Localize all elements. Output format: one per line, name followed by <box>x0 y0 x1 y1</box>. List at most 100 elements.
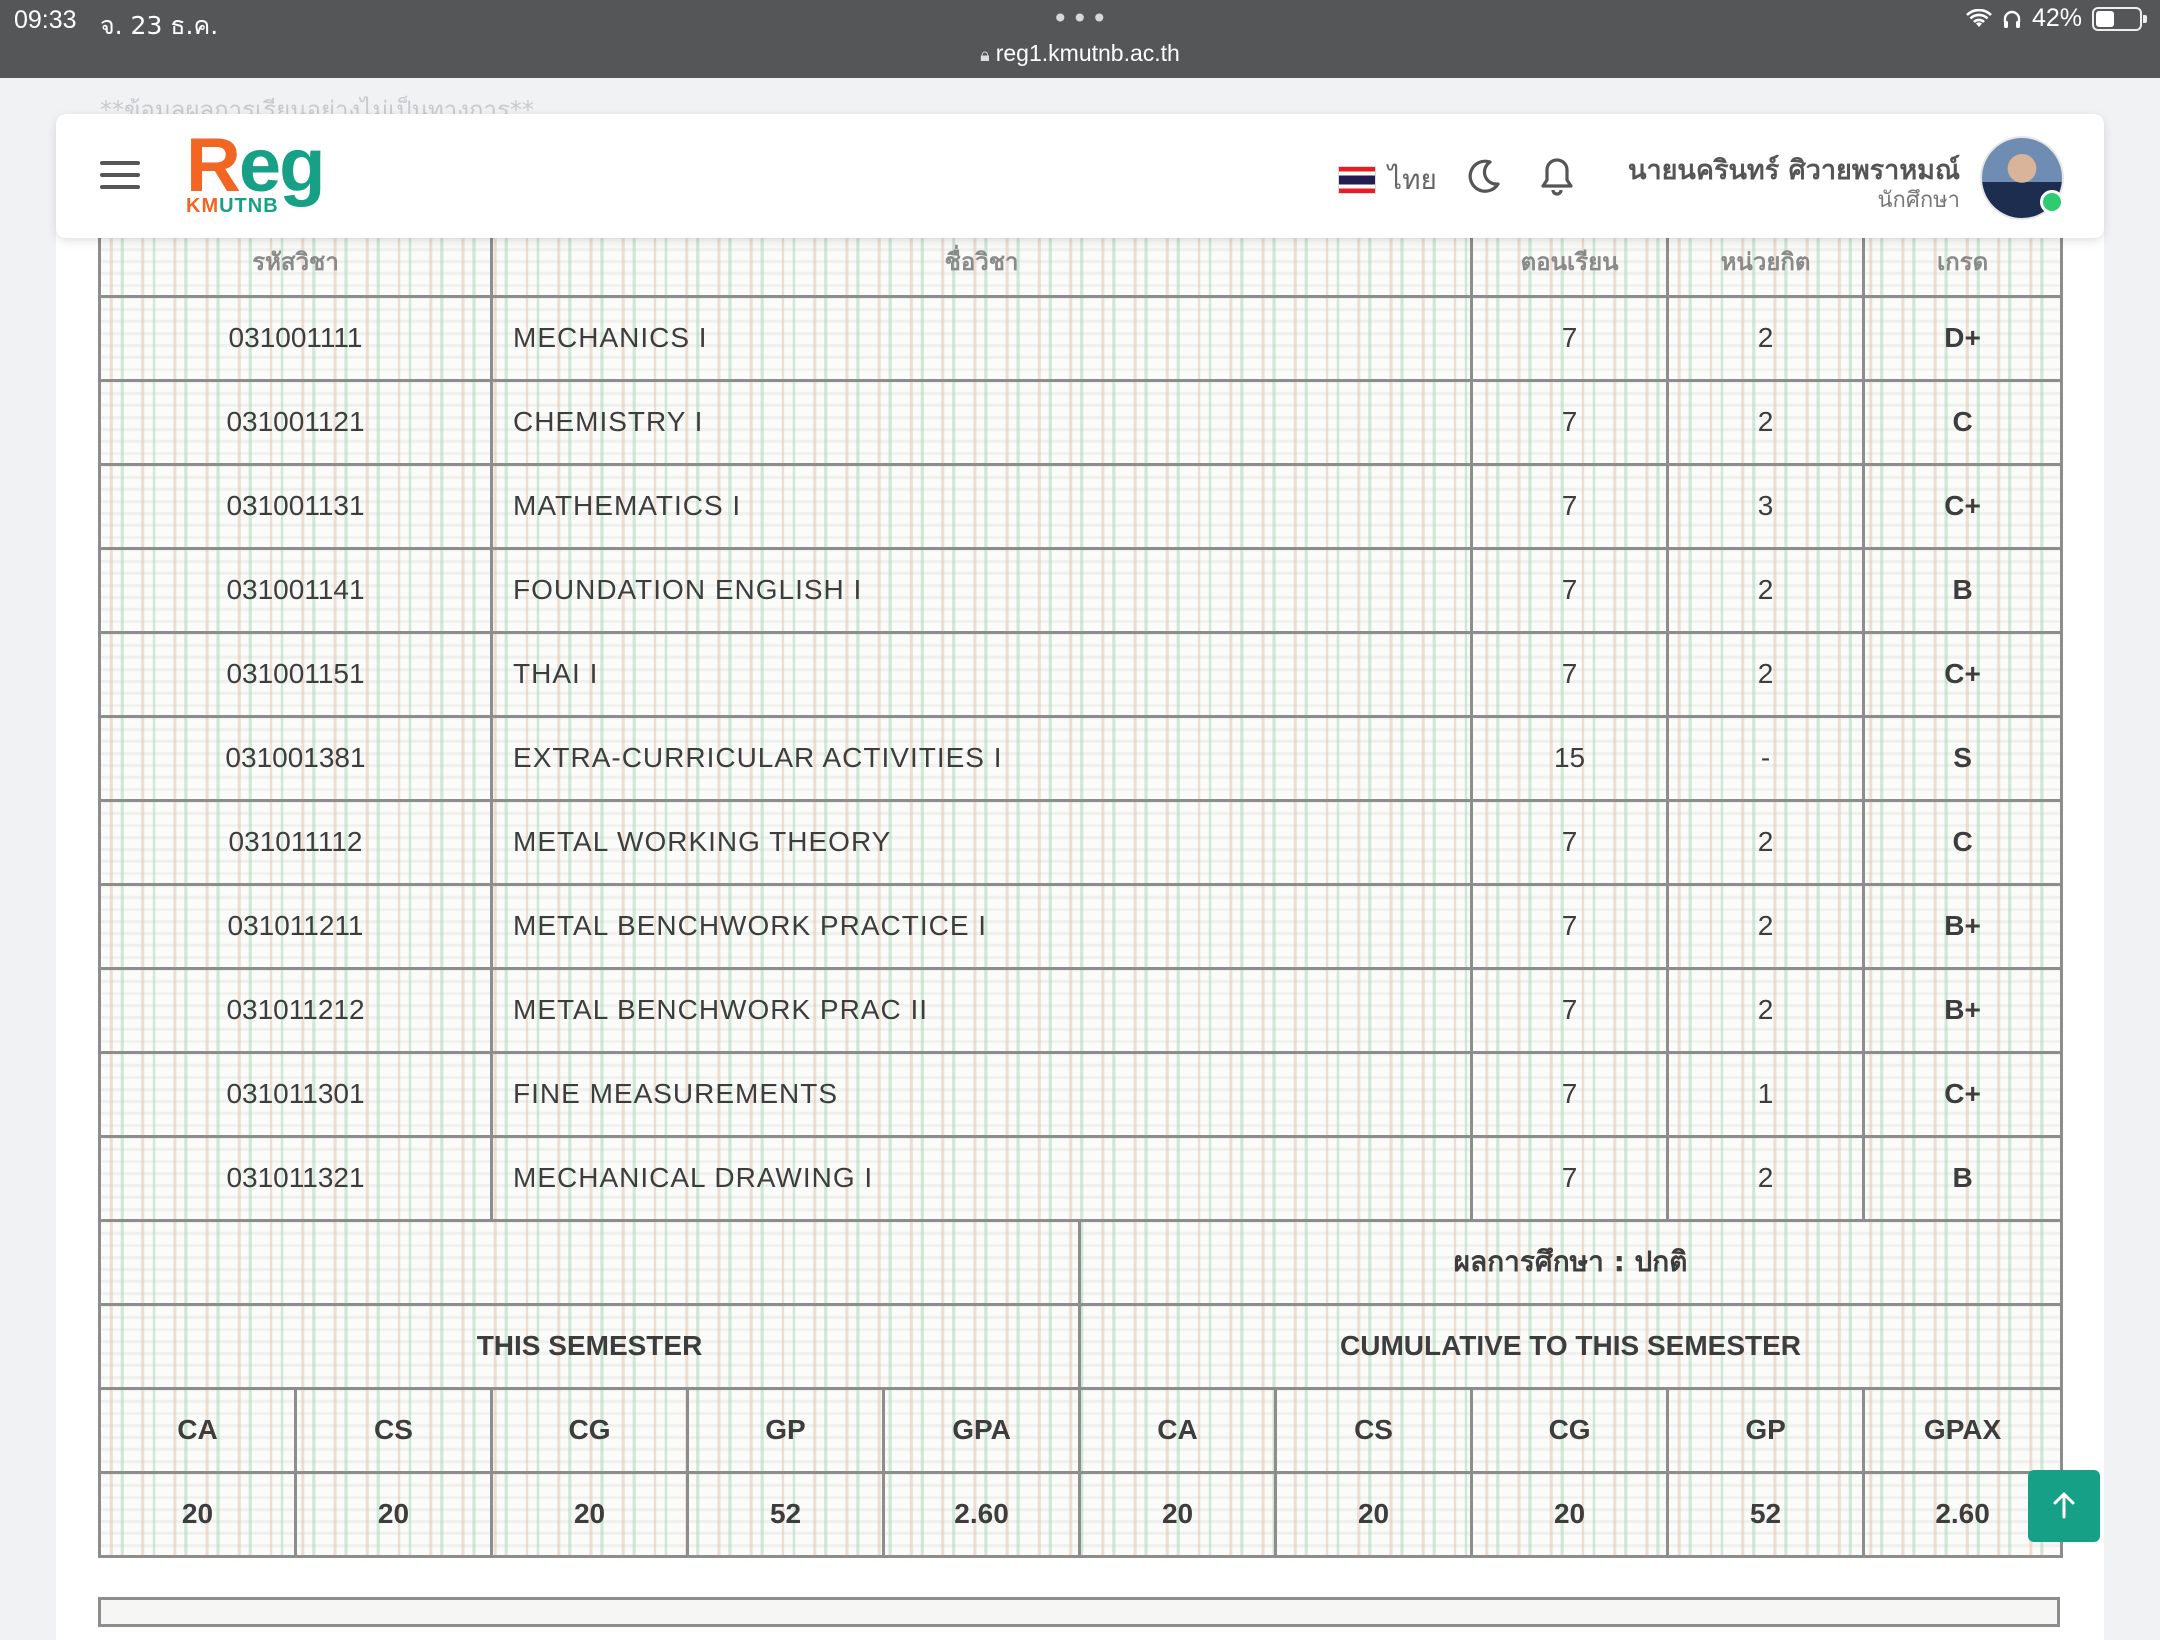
hamburger-menu-icon[interactable] <box>100 161 140 191</box>
course-grade: B <box>1862 1134 2064 1222</box>
cum-cg-value: 20 <box>1470 1470 1670 1558</box>
table-row: 031001141 FOUNDATION ENGLISH I 7 2 B <box>97 546 2064 634</box>
course-section: 7 <box>1470 882 1670 970</box>
avatar[interactable] <box>1980 136 2064 220</box>
headphones-icon <box>2003 10 2021 28</box>
status-indicators: 42% <box>1966 4 2147 33</box>
sem-ca-head: CA <box>98 1386 297 1474</box>
cum-gp-value: 52 <box>1666 1470 1866 1558</box>
sem-gp-value: 52 <box>686 1470 886 1558</box>
clock: 09:33 <box>14 6 77 34</box>
course-grade: S <box>1862 714 2064 802</box>
course-section: 7 <box>1470 1050 1670 1138</box>
battery-icon <box>2092 6 2147 31</box>
course-credit: 2 <box>1666 798 1866 886</box>
course-section: 7 <box>1470 798 1670 886</box>
course-code: 031011321 <box>97 1134 494 1222</box>
cum-cg-head: CG <box>1470 1386 1670 1474</box>
col-header-grade: เกรด <box>1862 238 2064 298</box>
sem-cg-value: 20 <box>490 1470 690 1558</box>
course-credit: 3 <box>1666 462 1866 550</box>
course-credit: 2 <box>1666 966 1866 1054</box>
table-row: 031011112 METAL WORKING THEORY 7 2 C <box>97 798 2064 886</box>
sem-gp-head: GP <box>686 1386 886 1474</box>
sem-ca-value: 20 <box>98 1470 297 1558</box>
course-name: MECHANICAL DRAWING I <box>490 1134 1474 1222</box>
language-switcher[interactable]: ไทย <box>1338 158 1437 202</box>
col-header-credit: หน่วยกิต <box>1666 238 1866 298</box>
col-header-code: รหัสวิชา <box>97 238 494 298</box>
battery-percent: 42% <box>2031 4 2082 32</box>
table-row: 031001111 MECHANICS I 7 2 D+ <box>97 294 2064 382</box>
sem-gpa-value: 2.60 <box>882 1470 1082 1558</box>
bell-icon[interactable] <box>1536 154 1578 198</box>
course-code: 031011211 <box>97 882 494 970</box>
course-name: CHEMISTRY I <box>490 378 1474 466</box>
course-credit: 2 <box>1666 546 1866 634</box>
course-name: FINE MEASUREMENTS <box>490 1050 1474 1138</box>
url-text: reg1.kmutnb.ac.th <box>995 40 1180 66</box>
course-credit: 2 <box>1666 882 1866 970</box>
table-row: 031011212 METAL BENCHWORK PRAC II 7 2 B+ <box>97 966 2064 1054</box>
wifi-icon <box>1966 8 1992 27</box>
course-credit: 2 <box>1666 630 1866 718</box>
course-name: METAL BENCHWORK PRACTICE I <box>490 882 1474 970</box>
reg-kmutnb-logo[interactable]: Reg KMUTNB <box>186 123 326 217</box>
study-status: ผลการศึกษา : ปกติ <box>1078 1218 2064 1306</box>
cum-gpax-head: GPAX <box>1862 1386 2064 1474</box>
moon-icon[interactable] <box>1464 156 1504 196</box>
course-code: 031011212 <box>97 966 494 1054</box>
course-code: 031001111 <box>97 294 494 382</box>
course-name: FOUNDATION ENGLISH I <box>490 546 1474 634</box>
course-grade: C+ <box>1862 630 2064 718</box>
arrow-up-icon <box>2053 1492 2075 1519</box>
course-section: 7 <box>1470 966 1670 1054</box>
browser-status-bar: 09:33 จ. 23 ธ.ค. ••• 42% 🔒︎ reg1.kmutnb.a… <box>0 0 2160 78</box>
cum-cs-value: 20 <box>1274 1470 1474 1558</box>
course-grade: C <box>1862 798 2064 886</box>
course-section: 7 <box>1470 546 1670 634</box>
course-name: METAL WORKING THEORY <box>490 798 1474 886</box>
summary-blank-cell <box>97 1218 1082 1306</box>
sem-cg-head: CG <box>490 1386 690 1474</box>
course-grade: B <box>1862 546 2064 634</box>
course-credit: 2 <box>1666 294 1866 382</box>
course-grade: C+ <box>1862 1050 2064 1138</box>
grade-table-header: รหัสวิชา ชื่อวิชา ตอนเรียน หน่วยกิต เกรด <box>97 238 2064 298</box>
next-semester-table-edge <box>98 1597 2060 1627</box>
table-row: 031001131 MATHEMATICS I 7 3 C+ <box>97 462 2064 550</box>
table-row: 031011301 FINE MEASUREMENTS 7 1 C+ <box>97 1050 2064 1138</box>
course-code: 031001381 <box>97 714 494 802</box>
sem-gpa-head: GPA <box>882 1386 1082 1474</box>
course-section: 7 <box>1470 1134 1670 1222</box>
this-semester-label: THIS SEMESTER <box>97 1302 1082 1390</box>
multitask-dots-icon[interactable]: ••• <box>1052 2 1111 35</box>
summary-value-row: 20 20 20 52 2.60 20 20 20 52 2.60 <box>98 1470 2064 1558</box>
table-row: 031001381 EXTRA-CURRICULAR ACTIVITIES I … <box>97 714 2064 802</box>
course-code: 031011301 <box>97 1050 494 1138</box>
sem-cs-head: CS <box>293 1386 494 1474</box>
cum-ca-value: 20 <box>1078 1470 1278 1558</box>
online-status-dot <box>2040 190 2064 214</box>
course-credit: 1 <box>1666 1050 1866 1138</box>
course-grade: C <box>1862 378 2064 466</box>
table-row: 031001151 THAI I 7 2 C+ <box>97 630 2064 718</box>
course-section: 7 <box>1470 462 1670 550</box>
scroll-to-top-button[interactable] <box>2028 1470 2100 1542</box>
course-code: 031001151 <box>97 630 494 718</box>
course-name: MECHANICS I <box>490 294 1474 382</box>
course-credit: - <box>1666 714 1866 802</box>
course-code: 031001131 <box>97 462 494 550</box>
table-row: 031001121 CHEMISTRY I 7 2 C <box>97 378 2064 466</box>
table-row: 031011211 METAL BENCHWORK PRACTICE I 7 2… <box>97 882 2064 970</box>
lock-icon: 🔒︎ <box>980 45 990 65</box>
url-bar[interactable]: 🔒︎ reg1.kmutnb.ac.th <box>0 40 2160 67</box>
course-grade: B+ <box>1862 966 2064 1054</box>
user-name[interactable]: นายนครินทร์ ศิวายพราหมณ์ <box>1627 155 1960 186</box>
course-section: 15 <box>1470 714 1670 802</box>
course-grade: C+ <box>1862 462 2064 550</box>
top-navbar: Reg KMUTNB ไทย นายนครินทร์ ศิวายพราหมณ์ … <box>56 114 2104 238</box>
course-section: 7 <box>1470 630 1670 718</box>
course-name: THAI I <box>490 630 1474 718</box>
sem-cs-value: 20 <box>293 1470 494 1558</box>
